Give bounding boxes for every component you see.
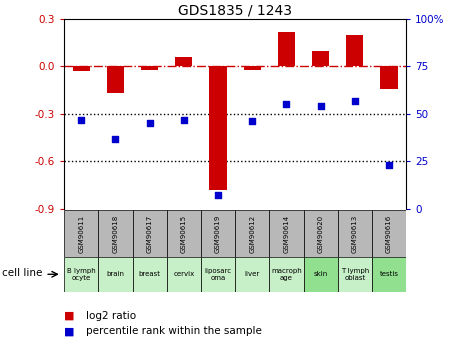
Bar xyxy=(209,66,227,190)
Point xyxy=(77,117,85,122)
Text: ■: ■ xyxy=(64,311,75,321)
Bar xyxy=(235,257,269,292)
Bar xyxy=(244,66,261,70)
Bar xyxy=(346,35,363,66)
Bar xyxy=(141,66,158,70)
Point xyxy=(385,162,393,168)
Text: GSM90614: GSM90614 xyxy=(284,215,289,253)
Bar xyxy=(372,257,406,292)
Bar xyxy=(304,257,338,292)
Text: GSM90620: GSM90620 xyxy=(318,215,323,253)
Point xyxy=(180,117,188,122)
Text: GSM90618: GSM90618 xyxy=(113,215,118,253)
Bar xyxy=(73,66,90,71)
Text: cervix: cervix xyxy=(173,271,194,277)
Point xyxy=(283,101,290,107)
Text: B lymph
ocyte: B lymph ocyte xyxy=(67,268,95,281)
Text: macroph
age: macroph age xyxy=(271,268,302,281)
Text: testis: testis xyxy=(380,271,399,277)
Bar xyxy=(269,210,304,257)
Text: ■: ■ xyxy=(64,326,75,336)
Text: liver: liver xyxy=(245,271,260,277)
Bar xyxy=(201,210,235,257)
Bar xyxy=(64,210,98,257)
Text: cell line: cell line xyxy=(2,268,43,277)
Bar xyxy=(175,57,192,66)
Text: GSM90611: GSM90611 xyxy=(78,215,84,253)
Text: GSM90617: GSM90617 xyxy=(147,215,152,253)
Bar xyxy=(167,210,201,257)
Bar xyxy=(133,257,167,292)
Bar xyxy=(167,257,201,292)
Bar xyxy=(312,51,329,66)
Bar xyxy=(64,257,98,292)
Point xyxy=(146,121,153,126)
Point xyxy=(214,193,222,198)
Point xyxy=(112,136,119,141)
Point xyxy=(317,104,324,109)
Bar xyxy=(380,66,398,89)
Bar xyxy=(372,210,406,257)
Bar xyxy=(278,32,295,66)
Text: liposarc
oma: liposarc oma xyxy=(204,268,232,281)
Text: brain: brain xyxy=(106,271,124,277)
Text: T lymph
oblast: T lymph oblast xyxy=(341,268,369,281)
Text: GSM90616: GSM90616 xyxy=(386,215,392,253)
Bar xyxy=(269,257,304,292)
Point xyxy=(351,98,359,104)
Text: GSM90612: GSM90612 xyxy=(249,215,255,253)
Bar xyxy=(98,210,133,257)
Text: percentile rank within the sample: percentile rank within the sample xyxy=(86,326,261,336)
Text: log2 ratio: log2 ratio xyxy=(86,311,136,321)
Bar xyxy=(98,257,133,292)
Bar xyxy=(304,210,338,257)
Bar xyxy=(235,210,269,257)
Bar xyxy=(338,257,372,292)
Text: GSM90619: GSM90619 xyxy=(215,215,221,253)
Bar xyxy=(201,257,235,292)
Text: skin: skin xyxy=(314,271,328,277)
Title: GDS1835 / 1243: GDS1835 / 1243 xyxy=(178,4,292,18)
Text: GSM90615: GSM90615 xyxy=(181,215,187,253)
Bar xyxy=(133,210,167,257)
Bar xyxy=(107,66,124,93)
Bar xyxy=(338,210,372,257)
Point xyxy=(248,119,256,124)
Text: GSM90613: GSM90613 xyxy=(352,215,358,253)
Text: breast: breast xyxy=(139,271,161,277)
